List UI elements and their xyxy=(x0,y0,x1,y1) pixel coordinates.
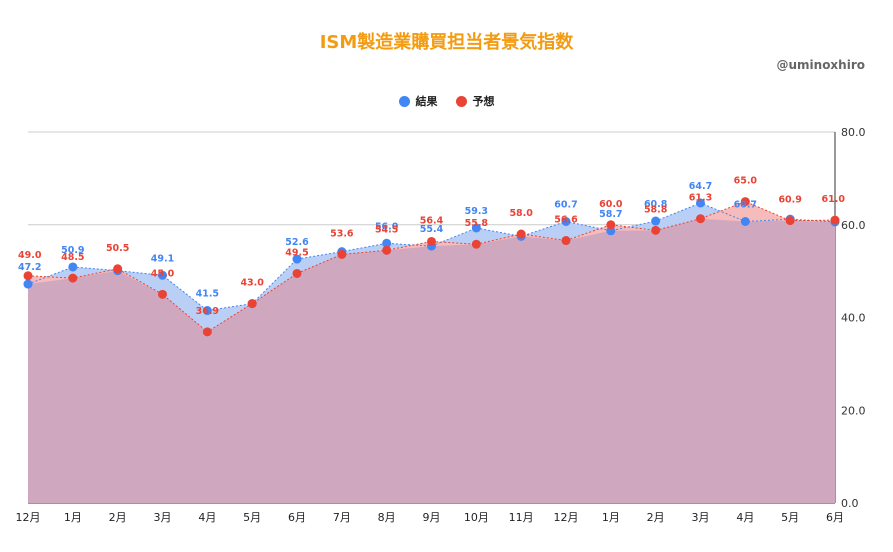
point-results xyxy=(158,270,167,280)
data-label-results: 47.2 xyxy=(18,262,41,273)
x-tick-label: 4月 xyxy=(736,511,754,524)
y-tick-label: 80.0 xyxy=(841,126,866,139)
x-tick-label: 7月 xyxy=(333,511,351,524)
data-label-results: 60.7 xyxy=(734,200,757,211)
data-label-results: 41.5 xyxy=(196,289,219,300)
data-label-forecast: 58.0 xyxy=(509,208,533,219)
data-label-forecast: 49.0 xyxy=(18,250,42,261)
data-label-forecast: 56.4 xyxy=(420,215,444,226)
y-tick-label: 40.0 xyxy=(841,312,866,325)
data-label-results: 55.4 xyxy=(420,224,444,235)
point-forecast xyxy=(471,239,481,249)
legend-results-marker-icon xyxy=(398,95,410,107)
data-label-forecast: 48.5 xyxy=(61,252,84,263)
x-tick-label: 2月 xyxy=(109,511,127,524)
x-tick-label: 1月 xyxy=(602,511,620,524)
point-forecast xyxy=(740,197,750,207)
legend-item-results: 結果 xyxy=(398,93,438,109)
data-label-results: 64.7 xyxy=(689,181,712,192)
point-forecast xyxy=(292,268,302,278)
data-label-forecast: 55.8 xyxy=(465,218,489,229)
legend-forecast-marker-icon xyxy=(455,95,467,107)
data-label-forecast: 61.3 xyxy=(689,193,712,204)
point-forecast xyxy=(337,249,347,259)
point-results xyxy=(561,217,571,227)
data-label-results: 58.7 xyxy=(599,209,622,220)
x-tick-label: 9月 xyxy=(423,511,441,524)
data-label-results: 60.7 xyxy=(554,200,577,211)
point-results xyxy=(471,223,481,233)
x-tick-label: 6月 xyxy=(288,511,306,524)
data-label-forecast: 50.5 xyxy=(106,243,129,254)
data-label-forecast: 61.0 xyxy=(822,194,846,205)
x-tick-label: 12月 xyxy=(16,511,41,524)
x-tick-label: 11月 xyxy=(509,511,534,524)
chart-title: ISM製造業購買担当者景気指数 xyxy=(319,32,574,53)
point-forecast xyxy=(606,220,616,230)
author-credit: @uminoxhiro xyxy=(776,58,865,72)
point-forecast xyxy=(247,299,257,309)
data-label-results: 50.9 xyxy=(61,245,84,256)
data-label-forecast: 60.9 xyxy=(778,195,801,206)
x-tick-label: 1月 xyxy=(64,511,82,524)
data-label-results: 56.0 xyxy=(375,221,399,232)
point-forecast xyxy=(68,273,78,283)
point-forecast xyxy=(113,264,123,274)
point-results xyxy=(651,216,661,226)
x-tick-label: 5月 xyxy=(243,511,261,524)
data-label-forecast: 53.6 xyxy=(330,228,354,239)
point-forecast xyxy=(202,327,212,337)
x-tick-label: 3月 xyxy=(154,511,172,524)
point-forecast xyxy=(561,236,571,246)
legend-item-forecast: 予想 xyxy=(455,93,495,109)
x-tick-label: 6月 xyxy=(826,511,844,524)
data-label-results: 52.6 xyxy=(285,237,309,248)
point-forecast xyxy=(696,214,705,224)
point-forecast xyxy=(830,215,840,225)
data-label-forecast: 49.5 xyxy=(285,247,308,258)
point-results xyxy=(23,279,33,289)
legend-results-label: 結果 xyxy=(415,95,438,108)
data-label-forecast: 65.0 xyxy=(734,176,758,187)
x-tick-label: 4月 xyxy=(198,511,216,524)
point-results xyxy=(202,306,212,316)
data-label-forecast: 43.0 xyxy=(240,278,264,289)
x-tick-label: 8月 xyxy=(378,511,396,524)
point-forecast xyxy=(516,229,526,239)
data-label-results: 60.8 xyxy=(644,199,668,210)
point-results xyxy=(382,238,392,248)
data-label-forecast: 60.0 xyxy=(599,199,623,210)
data-label-results: 59.3 xyxy=(465,206,488,217)
data-label-results: 49.1 xyxy=(151,253,174,264)
point-results xyxy=(740,217,750,227)
x-tick-label: 2月 xyxy=(647,511,665,524)
point-forecast xyxy=(382,245,392,255)
point-results xyxy=(68,262,78,272)
x-tick-label: 12月 xyxy=(554,511,579,524)
data-label-forecast: 56.6 xyxy=(554,215,578,226)
point-forecast xyxy=(23,271,33,281)
y-tick-label: 60.0 xyxy=(841,219,866,232)
y-tick-label: 20.0 xyxy=(841,404,866,417)
point-results xyxy=(292,254,302,264)
y-tick-label: 0.0 xyxy=(841,497,859,510)
point-results xyxy=(696,198,705,208)
point-forecast xyxy=(427,236,436,246)
data-label-forecast: 58.8 xyxy=(644,204,668,215)
point-forecast xyxy=(158,289,167,299)
chart-legend: 結果 予想 xyxy=(0,93,893,109)
legend-forecast-label: 予想 xyxy=(472,95,495,108)
x-tick-label: 10月 xyxy=(464,511,489,524)
point-forecast xyxy=(785,216,795,226)
x-tick-label: 3月 xyxy=(692,511,710,524)
area-overlap xyxy=(28,218,835,503)
data-label-forecast: 45.0 xyxy=(151,268,175,279)
x-tick-label: 5月 xyxy=(781,511,799,524)
data-label-forecast: 36.9 xyxy=(196,306,219,317)
point-forecast xyxy=(651,225,661,235)
data-label-forecast: 54.5 xyxy=(375,224,398,235)
